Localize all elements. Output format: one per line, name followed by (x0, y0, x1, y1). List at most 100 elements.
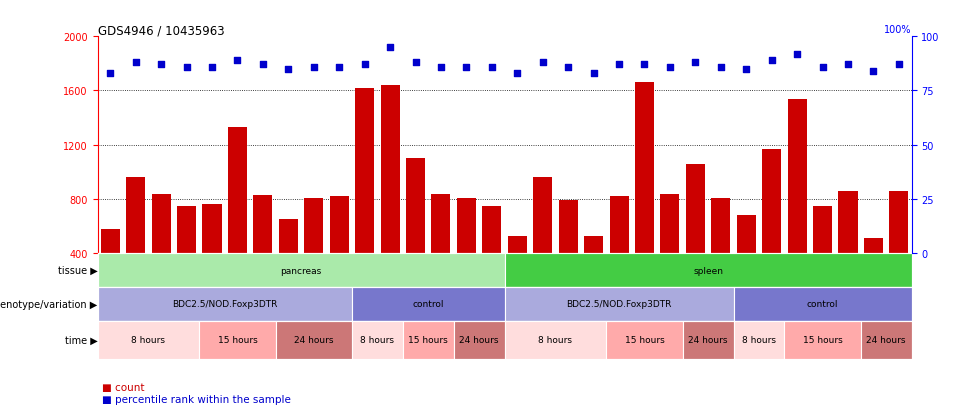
Bar (682, 321, 733, 359)
Text: 15 hours: 15 hours (217, 336, 257, 344)
Text: 24 hours: 24 hours (294, 336, 333, 344)
Bar (355, 88, 374, 308)
Point (687, 60, 703, 66)
Bar (889, 191, 909, 308)
Bar (685, 164, 705, 308)
Text: 8 hours: 8 hours (361, 336, 394, 344)
Point (178, 64, 194, 71)
Point (255, 62, 271, 69)
Point (332, 64, 347, 71)
Bar (126, 178, 145, 308)
Point (790, 51, 805, 58)
Point (763, 58, 779, 64)
Bar (635, 83, 654, 308)
Bar (352, 287, 505, 321)
Bar (864, 239, 883, 308)
Point (281, 66, 296, 73)
Bar (785, 321, 861, 359)
Point (586, 71, 602, 77)
Bar (813, 206, 832, 308)
Bar (279, 220, 297, 308)
Point (433, 64, 448, 71)
Point (535, 60, 551, 66)
Bar (228, 128, 247, 308)
Point (561, 64, 576, 71)
Text: 8 hours: 8 hours (132, 336, 166, 344)
Point (458, 64, 474, 71)
Text: spleen: spleen (693, 266, 723, 275)
Point (510, 71, 526, 77)
Text: pancreas: pancreas (281, 266, 322, 275)
Bar (660, 194, 680, 308)
Bar (151, 194, 171, 308)
Bar (508, 236, 526, 308)
Bar (584, 236, 604, 308)
Bar (352, 321, 403, 359)
Bar (403, 321, 453, 359)
Bar (98, 254, 505, 287)
Text: control: control (412, 299, 444, 309)
Text: BDC2.5/NOD.Foxp3DTR: BDC2.5/NOD.Foxp3DTR (172, 299, 278, 309)
Text: 24 hours: 24 hours (459, 336, 499, 344)
Bar (762, 150, 781, 308)
Text: control: control (807, 299, 838, 309)
Text: ■ percentile rank within the sample: ■ percentile rank within the sample (102, 394, 292, 404)
Text: 15 hours: 15 hours (625, 336, 664, 344)
Bar (406, 159, 425, 308)
Point (128, 60, 143, 66)
Text: 24 hours: 24 hours (688, 336, 728, 344)
Point (866, 69, 881, 75)
Bar (733, 287, 912, 321)
Text: 8 hours: 8 hours (742, 336, 776, 344)
Text: 15 hours: 15 hours (409, 336, 448, 344)
Bar (431, 194, 450, 308)
Point (306, 64, 322, 71)
Bar (177, 206, 196, 308)
Point (408, 60, 423, 66)
Point (738, 66, 754, 73)
Bar (199, 321, 276, 359)
Bar (98, 287, 352, 321)
Bar (861, 321, 912, 359)
Point (357, 62, 372, 69)
Bar (838, 191, 858, 308)
Bar (254, 195, 272, 308)
Point (230, 58, 246, 64)
Text: 24 hours: 24 hours (867, 336, 906, 344)
Bar (559, 201, 578, 308)
Bar (505, 254, 912, 287)
Bar (453, 321, 505, 359)
Bar (330, 197, 349, 308)
Point (382, 45, 398, 51)
Bar (788, 100, 806, 308)
Bar (203, 205, 221, 308)
Text: ■ count: ■ count (102, 382, 145, 392)
Text: genotype/variation ▶: genotype/variation ▶ (0, 299, 98, 309)
Bar (98, 321, 199, 359)
Point (891, 62, 907, 69)
Text: BDC2.5/NOD.Foxp3DTR: BDC2.5/NOD.Foxp3DTR (566, 299, 672, 309)
Text: GDS4946 / 10435963: GDS4946 / 10435963 (98, 24, 224, 37)
Bar (483, 206, 501, 308)
Point (840, 62, 856, 69)
Point (815, 64, 831, 71)
Bar (276, 321, 352, 359)
Bar (733, 321, 785, 359)
Bar (100, 229, 120, 308)
Bar (505, 287, 733, 321)
Bar (606, 321, 682, 359)
Bar (609, 197, 629, 308)
Point (611, 62, 627, 69)
Text: 8 hours: 8 hours (538, 336, 572, 344)
Bar (533, 178, 552, 308)
Bar (505, 321, 606, 359)
Point (713, 64, 728, 71)
Point (204, 64, 219, 71)
Text: 100%: 100% (884, 25, 912, 35)
Bar (304, 198, 324, 308)
Point (662, 64, 678, 71)
Text: time ▶: time ▶ (64, 335, 98, 345)
Bar (737, 216, 756, 308)
Text: 15 hours: 15 hours (802, 336, 842, 344)
Bar (457, 198, 476, 308)
